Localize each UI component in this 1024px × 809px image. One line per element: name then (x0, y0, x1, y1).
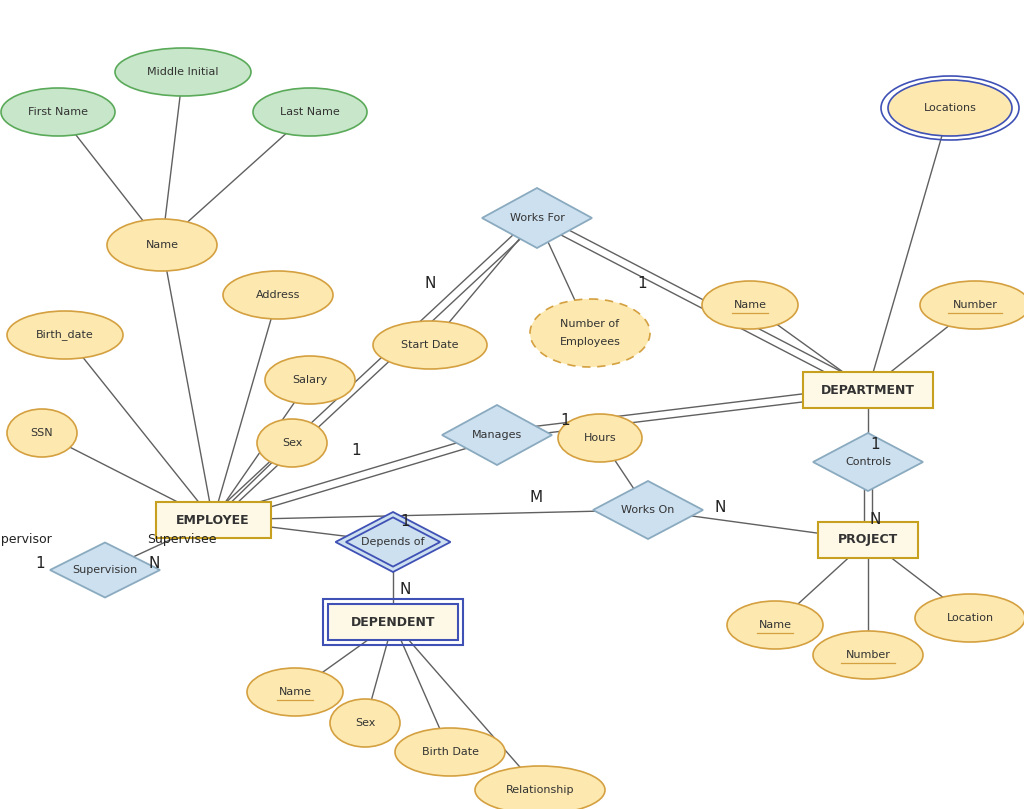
Text: 1: 1 (35, 556, 45, 570)
Polygon shape (336, 512, 451, 572)
Polygon shape (593, 481, 703, 539)
Text: Middle Initial: Middle Initial (147, 67, 219, 77)
Ellipse shape (330, 699, 400, 747)
Text: Depends of: Depends of (361, 537, 425, 547)
Text: Supervision: Supervision (73, 565, 137, 575)
Text: Birth Date: Birth Date (422, 747, 478, 757)
Text: 1: 1 (637, 276, 647, 290)
Text: Supervisee: Supervisee (147, 533, 217, 547)
Text: Manages: Manages (472, 430, 522, 440)
Ellipse shape (257, 419, 327, 467)
Text: Number: Number (952, 300, 997, 310)
Ellipse shape (915, 594, 1024, 642)
Text: Sex: Sex (282, 438, 302, 448)
Text: N: N (399, 582, 411, 598)
Ellipse shape (1, 88, 115, 136)
Ellipse shape (920, 281, 1024, 329)
Text: 1: 1 (560, 413, 569, 427)
Text: PROJECT: PROJECT (838, 533, 898, 547)
Text: DEPARTMENT: DEPARTMENT (821, 383, 915, 396)
FancyBboxPatch shape (328, 604, 458, 640)
Text: Controls: Controls (845, 457, 891, 467)
Text: Employees: Employees (559, 337, 621, 347)
Text: Salary: Salary (293, 375, 328, 385)
Text: Locations: Locations (924, 103, 977, 113)
Text: Location: Location (946, 613, 993, 623)
Text: Supervisor: Supervisor (0, 533, 51, 547)
Ellipse shape (813, 631, 923, 679)
Text: Name: Name (279, 687, 311, 697)
Text: Name: Name (759, 620, 792, 630)
Ellipse shape (7, 409, 77, 457)
Ellipse shape (727, 601, 823, 649)
Text: Name: Name (145, 240, 178, 250)
Polygon shape (482, 188, 592, 248)
Ellipse shape (247, 668, 343, 716)
FancyBboxPatch shape (818, 522, 918, 558)
FancyBboxPatch shape (803, 372, 933, 408)
Text: N: N (148, 556, 160, 570)
Ellipse shape (702, 281, 798, 329)
Text: N: N (715, 499, 726, 515)
Text: 1: 1 (870, 437, 880, 451)
Text: DEPENDENT: DEPENDENT (351, 616, 435, 629)
Ellipse shape (558, 414, 642, 462)
Ellipse shape (223, 271, 333, 319)
Text: Start Date: Start Date (401, 340, 459, 350)
Text: Relationship: Relationship (506, 785, 574, 795)
Text: Last Name: Last Name (281, 107, 340, 117)
Text: Name: Name (733, 300, 767, 310)
Text: Number of: Number of (560, 319, 620, 329)
Text: 1: 1 (400, 515, 410, 530)
Ellipse shape (253, 88, 367, 136)
Text: EMPLOYEE: EMPLOYEE (176, 514, 250, 527)
Polygon shape (442, 405, 552, 465)
Polygon shape (50, 543, 160, 598)
FancyBboxPatch shape (156, 502, 270, 538)
Text: First Name: First Name (28, 107, 88, 117)
Ellipse shape (888, 80, 1012, 136)
Ellipse shape (373, 321, 487, 369)
Text: N: N (424, 276, 435, 290)
Text: Address: Address (256, 290, 300, 300)
Text: Birth_date: Birth_date (36, 329, 94, 341)
Text: 1: 1 (351, 443, 360, 458)
Text: Hours: Hours (584, 433, 616, 443)
Polygon shape (813, 433, 923, 491)
Ellipse shape (395, 728, 505, 776)
Ellipse shape (106, 219, 217, 271)
Ellipse shape (475, 766, 605, 809)
Text: Number: Number (846, 650, 891, 660)
Text: N: N (869, 512, 881, 527)
Ellipse shape (265, 356, 355, 404)
Text: Works On: Works On (622, 505, 675, 515)
Ellipse shape (530, 299, 650, 367)
Text: Works For: Works For (510, 213, 564, 223)
Text: Sex: Sex (354, 718, 375, 728)
Text: M: M (529, 489, 543, 505)
Ellipse shape (7, 311, 123, 359)
Text: SSN: SSN (31, 428, 53, 438)
Ellipse shape (115, 48, 251, 96)
